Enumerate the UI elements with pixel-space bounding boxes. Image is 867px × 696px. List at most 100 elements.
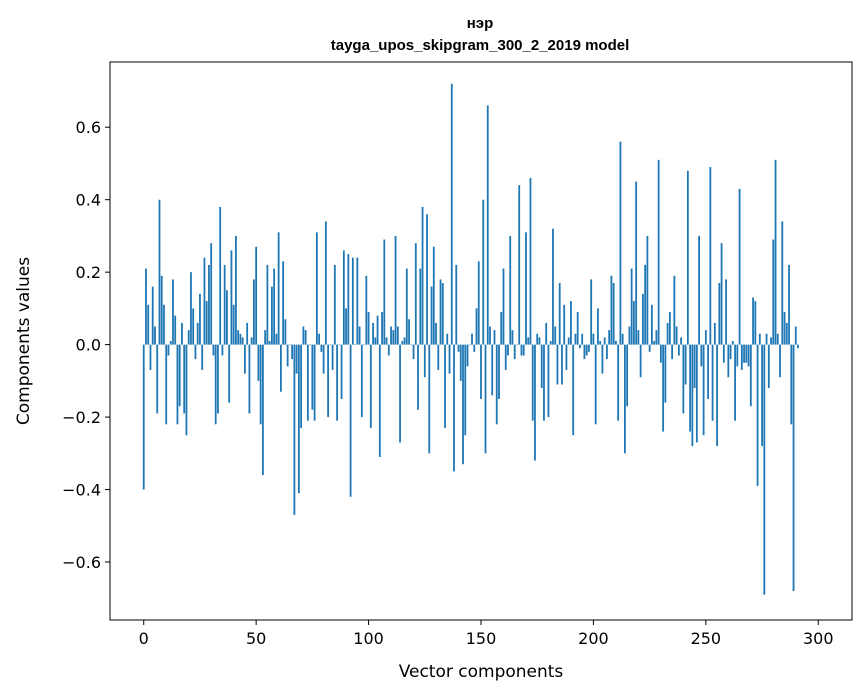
bar [529, 177, 532, 345]
bar [736, 344, 739, 367]
bar [154, 326, 156, 345]
bar [226, 290, 228, 345]
bar [772, 239, 775, 345]
bar [779, 344, 781, 378]
bar [297, 344, 300, 494]
bar [300, 344, 303, 428]
x-axis-ticks: 0 50 100 150 200 250 300 [139, 620, 834, 648]
bar [392, 330, 395, 345]
bar [365, 275, 368, 345]
bar [686, 170, 689, 345]
bar [527, 337, 530, 345]
bar [246, 322, 249, 345]
bar [295, 344, 298, 374]
x-tick-label: 50 [246, 629, 266, 648]
bar [275, 333, 278, 345]
bar [208, 264, 210, 345]
bar [513, 344, 516, 360]
bar [268, 341, 271, 345]
bar [792, 344, 795, 592]
bar [282, 261, 285, 345]
bar [241, 337, 244, 345]
bar [421, 206, 424, 345]
bar [709, 167, 712, 345]
bar-series [142, 83, 799, 595]
bar [414, 243, 417, 345]
bar [394, 235, 397, 345]
bar [201, 344, 204, 370]
bar [574, 333, 577, 345]
x-tick-label: 100 [353, 629, 384, 648]
bar [758, 333, 761, 345]
bar [288, 344, 291, 346]
bar [774, 159, 777, 345]
bar [797, 344, 799, 349]
bar [588, 344, 590, 352]
bar [172, 279, 174, 345]
bar [190, 272, 192, 345]
bar [545, 322, 548, 345]
bar [504, 344, 507, 370]
bar [356, 257, 359, 345]
bar [525, 232, 527, 345]
bar [720, 243, 723, 345]
bar [785, 322, 788, 345]
bar [439, 279, 442, 345]
bar [738, 188, 741, 345]
bar [306, 344, 309, 421]
bar [594, 344, 597, 425]
bar [612, 283, 615, 345]
bar [570, 301, 572, 345]
bar [459, 344, 462, 381]
bar [547, 344, 550, 418]
y-axis-label: Components values [14, 257, 34, 425]
bar [624, 344, 626, 454]
bar [725, 279, 727, 345]
bar [235, 235, 237, 345]
bar [603, 337, 606, 345]
bar [653, 341, 656, 345]
bar [423, 344, 426, 378]
bar [284, 319, 287, 345]
bar [176, 344, 179, 425]
bar [156, 344, 159, 414]
bar [633, 301, 635, 345]
bar [502, 268, 505, 345]
bar [790, 344, 793, 425]
bar [455, 264, 458, 345]
bar [648, 344, 651, 352]
y-tick-label: −0.2 [62, 408, 101, 427]
bar [702, 344, 705, 436]
bar [534, 344, 536, 461]
bar [250, 337, 253, 345]
bar [270, 286, 273, 345]
bar [722, 344, 725, 363]
bar [507, 344, 509, 356]
y-tick-label: −0.4 [62, 481, 101, 500]
bar [673, 275, 676, 345]
bar [448, 344, 451, 374]
bar [360, 344, 363, 418]
bar [767, 344, 770, 389]
bar [567, 337, 570, 345]
bar [437, 344, 440, 370]
bar [522, 344, 525, 356]
bar [716, 344, 718, 447]
bar [396, 326, 399, 345]
bar [581, 333, 584, 345]
bar [187, 330, 190, 345]
bar [552, 228, 554, 345]
bar [232, 304, 235, 345]
bar [444, 344, 446, 428]
bar [329, 344, 332, 346]
bar [718, 283, 721, 345]
bar [713, 322, 716, 345]
bar [428, 344, 431, 454]
bar [273, 268, 276, 345]
bar [662, 344, 665, 432]
bar [675, 326, 678, 345]
bar [441, 283, 444, 345]
bar [399, 344, 401, 443]
plot-frame [109, 61, 853, 621]
bar [635, 181, 638, 345]
